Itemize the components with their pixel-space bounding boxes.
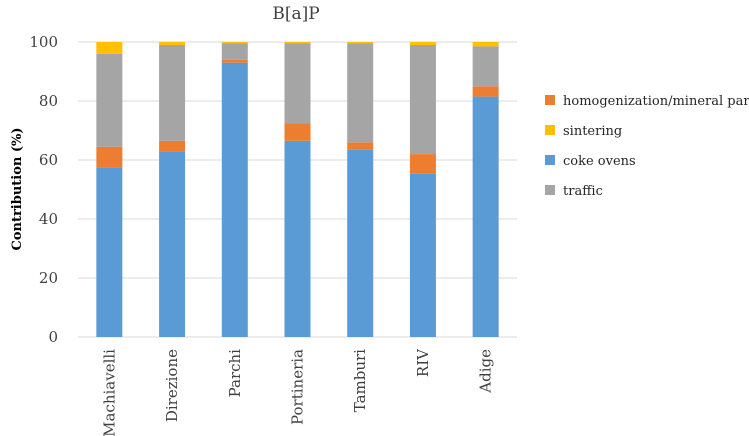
bar-segment-traffic-riv — [409, 44, 436, 155]
bar-segment-sintering-parchi — [221, 42, 248, 44]
x-tick-label: Portineria — [289, 349, 307, 425]
bar-segment-homogenization-mineral-park-machiavelli — [96, 146, 123, 168]
legend: homogenization/mineral park sintering coke… — [545, 94, 749, 199]
y-tick-label: 40 — [39, 210, 58, 228]
y-tick-label: 20 — [39, 269, 58, 287]
y-tick-label: 0 — [48, 328, 58, 346]
bar-segment-homogenization-mineral-park-adige — [472, 86, 499, 97]
bars — [96, 42, 499, 338]
bar-segment-sintering-machiavelli — [96, 42, 123, 54]
y-tick-label: 80 — [39, 92, 58, 110]
bar-segment-coke-ovens-portineria — [284, 140, 311, 337]
bar-segment-traffic-tamburi — [347, 43, 374, 143]
bar-segment-coke-ovens-direzione — [159, 151, 186, 337]
bar-segment-coke-ovens-adige — [472, 96, 499, 337]
bar-segment-homogenization-mineral-park-riv — [409, 154, 436, 174]
bar-segment-homogenization-mineral-park-portineria — [284, 123, 311, 141]
bar-segment-traffic-machiavelli — [96, 53, 123, 147]
bar-segment-traffic-adige — [472, 46, 499, 87]
legend-entry: homogenization/mineral park — [563, 94, 749, 109]
x-tick-label: Parchi — [226, 349, 244, 398]
y-axis-label: Contribution (%) — [10, 127, 25, 250]
chart-title: B[a]P — [272, 4, 319, 24]
bar-segment-sintering-adige — [472, 42, 499, 47]
x-tick-label: Tamburi — [351, 349, 369, 412]
bar-segment-traffic-parchi — [221, 43, 248, 60]
bar-segment-traffic-portineria — [284, 43, 311, 124]
bar-segment-coke-ovens-tamburi — [347, 149, 374, 337]
legend-swatch — [545, 185, 555, 195]
bar-segment-homogenization-mineral-park-tamburi — [347, 142, 374, 150]
bar-segment-sintering-riv — [409, 42, 436, 45]
bar-segment-sintering-tamburi — [347, 42, 374, 44]
legend-entry: traffic — [563, 184, 603, 199]
y-tick-label: 60 — [39, 151, 58, 169]
bar-segment-coke-ovens-parchi — [221, 62, 248, 338]
legend-swatch — [545, 95, 555, 105]
x-tick-label: Adige — [477, 349, 495, 394]
y-tick-label: 100 — [29, 33, 58, 51]
x-tick-label: Direzione — [163, 349, 181, 422]
legend-swatch — [545, 155, 555, 165]
y-tick-labels: 0 20 40 60 80 100 — [29, 33, 58, 346]
legend-entry: sintering — [563, 124, 622, 139]
legend-swatch — [545, 125, 555, 135]
bar-segment-sintering-portineria — [284, 42, 311, 44]
x-tick-label: RIV — [414, 348, 432, 377]
bar-segment-sintering-direzione — [159, 42, 186, 45]
legend-entry: coke ovens — [563, 154, 636, 169]
bar-segment-coke-ovens-riv — [409, 173, 436, 337]
bar-segment-homogenization-mineral-park-direzione — [159, 140, 186, 152]
bar-segment-traffic-direzione — [159, 44, 186, 141]
x-tick-labels: Machiavelli Direzione Parchi Portineria Tamb… — [100, 348, 494, 436]
bar-segment-homogenization-mineral-park-parchi — [221, 59, 248, 63]
x-tick-label: Machiavelli — [100, 349, 118, 436]
bar-segment-coke-ovens-machiavelli — [96, 167, 123, 337]
